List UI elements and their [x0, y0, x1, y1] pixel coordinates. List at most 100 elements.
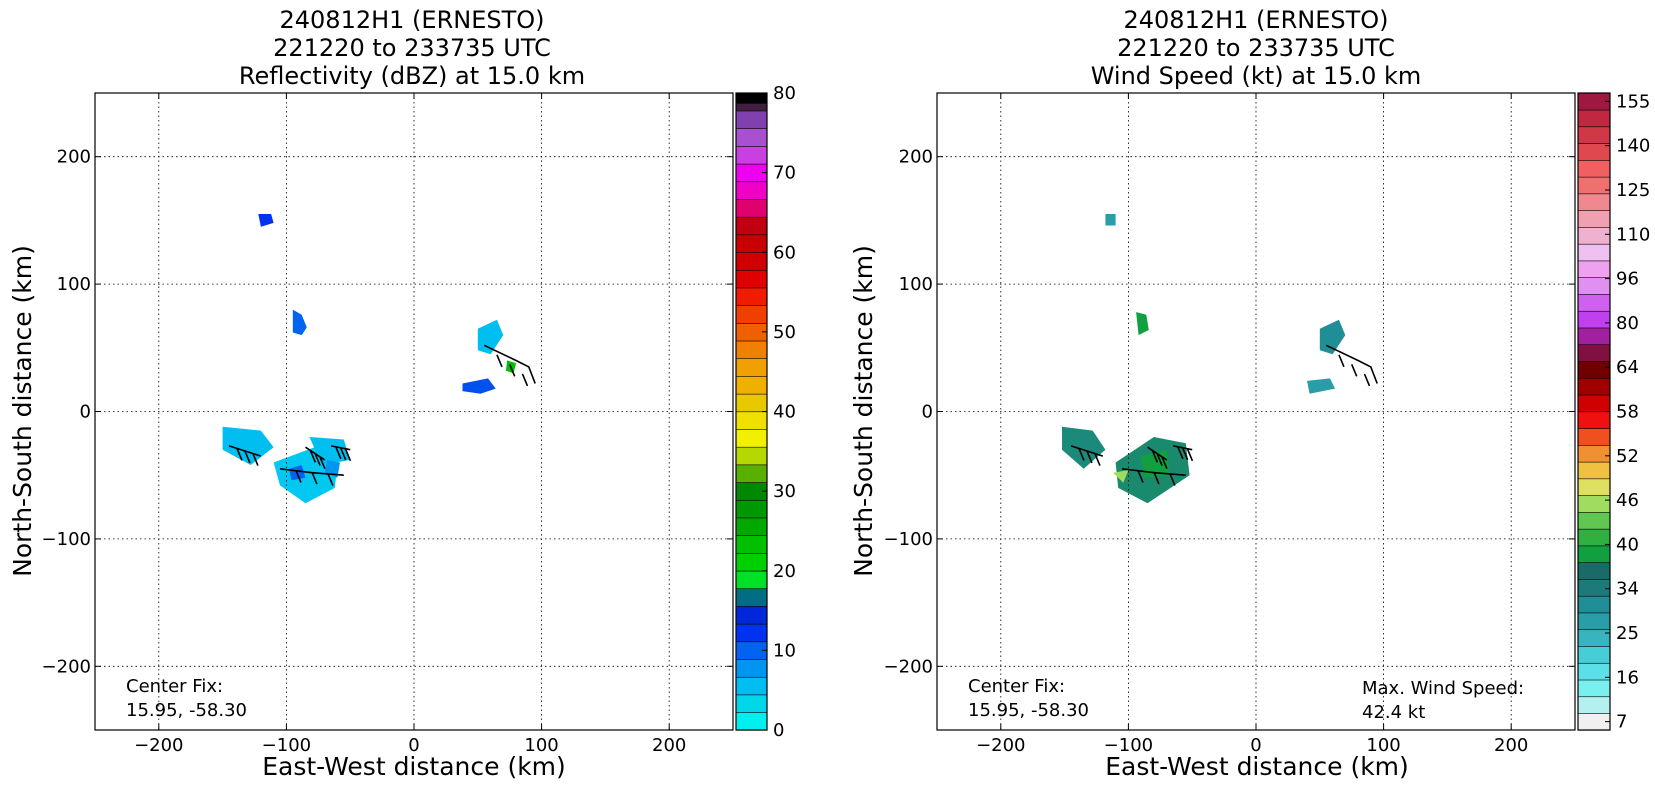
echo-region	[1062, 426, 1106, 469]
center-fix-value: 15.95, -58.30	[126, 700, 247, 721]
y-tick-label: −200	[884, 656, 933, 677]
wind-barb-feather	[1363, 373, 1371, 387]
colorbar-segment	[735, 393, 768, 413]
colorbar-segment	[735, 287, 768, 306]
colorbar-segment	[736, 93, 767, 104]
colorbar-segment	[1577, 210, 1611, 228]
colorbar-segment	[735, 305, 768, 324]
colorbar-segment	[735, 658, 768, 678]
wind-barb-feather	[1137, 470, 1144, 483]
colorbar-segment	[1577, 360, 1611, 379]
colorbar-segment	[735, 411, 768, 430]
colorbar-tick-label: 58	[1616, 402, 1639, 423]
colorbar-tick-label: 110	[1616, 224, 1650, 245]
wind-barb-feather	[314, 453, 321, 466]
wind-barb-feather	[1151, 450, 1159, 463]
y-axis-label: North-South distance (km)	[849, 245, 878, 577]
colorbar-segment	[1577, 293, 1611, 312]
y-tick-label: −200	[42, 656, 91, 677]
max-wind-speed-label: Max. Wind Speed:	[1362, 678, 1524, 699]
colorbar-tick-label: 70	[773, 163, 796, 184]
wind-barb	[483, 344, 536, 384]
colorbar-segment	[735, 588, 768, 607]
colorbar-segment	[1577, 310, 1611, 329]
wind-barb-feather	[339, 447, 347, 461]
colorbar-tick-label: 52	[1616, 446, 1639, 467]
colorbar-segment	[1577, 344, 1611, 362]
colorbar-segment	[1577, 109, 1611, 128]
colorbar-segment	[735, 570, 768, 590]
colorbar-tick-label: 30	[773, 481, 796, 502]
wind-barb-feather	[1350, 364, 1358, 377]
wind-barb-feather	[311, 471, 318, 485]
center-fix-label: Center Fix:	[126, 676, 223, 697]
colorbar-tick-label: 60	[773, 242, 796, 263]
colorbar-segment	[1577, 411, 1611, 429]
max-wind-speed-value: 42.4 kt	[1362, 702, 1425, 723]
x-axis-label: East-West distance (km)	[262, 752, 566, 781]
center-fix-value: 15.95, -58.30	[968, 700, 1089, 721]
colorbar-tick-label: 140	[1616, 136, 1650, 157]
wind-barb-feather	[319, 456, 326, 470]
wind-barb-feather	[335, 446, 342, 460]
x-tick-label: 100	[524, 735, 558, 756]
colorbar-tick-label: 0	[773, 720, 784, 741]
y-tick-label: 200	[57, 147, 91, 168]
wind-barb-feather	[1186, 448, 1194, 462]
wind-barb-feather	[309, 450, 317, 463]
wind-barb-feather	[1156, 453, 1163, 466]
wind-barb-feather	[1177, 446, 1184, 460]
colorbar-segment	[1577, 595, 1611, 614]
colorbar-tick-label: 20	[773, 561, 796, 582]
colorbar-tick-label: 40	[1616, 534, 1639, 555]
echo-region	[1136, 312, 1149, 336]
colorbar-tick-label: 50	[773, 322, 796, 343]
wind-barb-feather	[295, 470, 302, 483]
colorbar-segment	[735, 464, 768, 483]
colorbar-segment	[735, 269, 768, 289]
y-tick-label: 0	[922, 402, 933, 423]
y-tick-label: −100	[884, 529, 933, 550]
wind-barb-feather	[1161, 456, 1168, 470]
wind-barb-feather	[1078, 448, 1085, 461]
colorbar-segment	[735, 251, 768, 271]
colorbar-segment	[735, 181, 768, 200]
y-tick-label: −100	[42, 529, 91, 550]
colorbar-segment	[1577, 176, 1611, 195]
colorbar-segment	[1577, 277, 1611, 295]
colorbar-segment	[1577, 696, 1611, 714]
chart-title-line-1: 240812H1 (ERNESTO)	[1123, 6, 1388, 34]
colorbar-segment	[735, 234, 768, 253]
x-tick-label: 0	[408, 735, 419, 756]
x-axis-label: East-West distance (km)	[1105, 752, 1409, 781]
colorbar-segment	[735, 340, 768, 360]
wind-barb-feather	[1169, 473, 1176, 486]
colorbar-segment	[1577, 193, 1611, 211]
colorbar-segment	[1577, 578, 1611, 597]
wind-barb-feather	[252, 453, 259, 466]
colorbar-segment	[1577, 461, 1611, 480]
wind-barb-feather	[1153, 471, 1160, 485]
wind-barb-feather	[1338, 354, 1345, 368]
colorbar: 0 10 20 30 40 50 60 70 80	[735, 83, 796, 741]
colorbar-segment	[1577, 427, 1611, 446]
colorbar-segment	[735, 712, 768, 731]
colorbar-tick-label: 25	[1616, 623, 1639, 644]
colorbar-segment	[1577, 562, 1611, 580]
colorbar-segment	[1577, 126, 1611, 144]
y-tick-label: 100	[899, 274, 933, 295]
colorbar-segment	[1577, 226, 1611, 245]
echo-region	[1307, 378, 1336, 394]
wind-barb	[1325, 344, 1378, 384]
y-tick-label: 200	[899, 147, 933, 168]
x-tick-label: −100	[262, 735, 311, 756]
colorbar-segment	[735, 499, 768, 519]
x-tick-label: 0	[1250, 735, 1261, 756]
wind-barb-feather	[508, 364, 516, 377]
colorbar-segment	[735, 517, 768, 536]
y-tick-label: 0	[80, 402, 91, 423]
x-tick-label: 200	[1494, 735, 1528, 756]
colorbar-segment	[1577, 394, 1611, 413]
chart-title-line-2: 221220 to 233735 UTC	[273, 34, 551, 62]
echo-region	[1105, 214, 1116, 226]
